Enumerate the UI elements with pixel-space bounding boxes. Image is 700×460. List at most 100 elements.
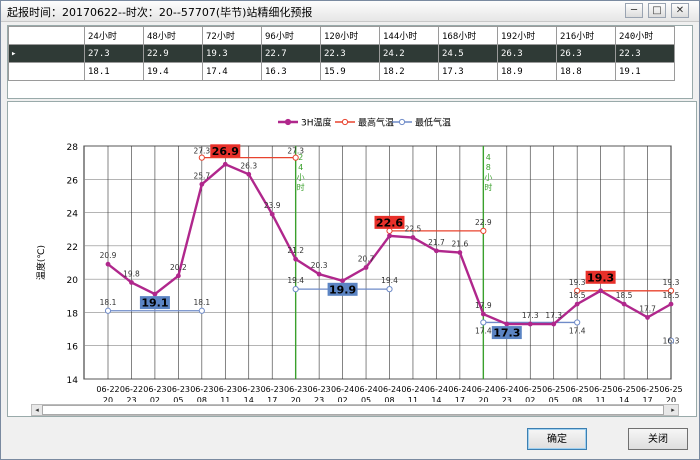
legend-marker (341, 118, 349, 126)
table-cell[interactable]: 17.4 (202, 62, 262, 81)
x-tick-label-date: 06-25 (566, 385, 589, 394)
window-close-button[interactable]: ✕ (671, 3, 689, 18)
table-cell[interactable]: 22.9 (143, 44, 203, 63)
table-cell[interactable]: 26.3 (497, 44, 557, 63)
table-cell[interactable]: 19.3 (202, 44, 262, 63)
table-cell[interactable]: 16.3 (261, 62, 321, 81)
temp3h-data-label: 22.5 (405, 225, 422, 234)
table-header-row: 24小时 48小时 72小时 96小时 120小时 144小时 168小时 19… (8, 26, 675, 45)
table-cell[interactable]: 18.1 (84, 62, 144, 81)
scroll-left-icon[interactable]: ◂ (35, 406, 39, 414)
table-cell[interactable]: 22.7 (261, 44, 321, 63)
table-cell[interactable]: 19.4 (143, 62, 203, 81)
x-tick-label-hour: 05 (549, 396, 559, 402)
row-indicator[interactable]: ▸ (8, 44, 85, 63)
x-tick-label-date: 06-25 (636, 385, 659, 394)
table-cell[interactable]: 24.2 (379, 44, 439, 63)
table-cell[interactable]: 15.9 (320, 62, 380, 81)
table-cell[interactable]: 24.5 (438, 44, 498, 63)
legend-marker (398, 118, 406, 126)
temp3h-data-label: 17.3 (545, 311, 562, 320)
maximize-button[interactable]: □ (648, 3, 666, 18)
max-highlight-box (374, 215, 405, 229)
x-tick-label-hour: 05 (361, 396, 371, 402)
header-cell[interactable]: 192小时 (497, 26, 557, 45)
table-cell[interactable]: 27.3 (84, 44, 144, 63)
legend-label: 最低气温 (415, 117, 451, 129)
header-cell[interactable]: 96小时 (261, 26, 321, 45)
temp3h-point (645, 315, 650, 320)
forecast-grid: 24小时 48小时 72小时 96小时 120小时 144小时 168小时 19… (7, 25, 693, 99)
temp3h-point (621, 301, 627, 307)
table-cell[interactable]: 18.9 (497, 62, 557, 81)
header-cell[interactable]: 144小时 (379, 26, 439, 45)
temp3h-point (152, 291, 158, 297)
highlight-value: 19.9 (329, 283, 356, 296)
temp3h-point (387, 233, 392, 239)
max-temp-point (667, 287, 675, 294)
x-tick-label-hour: 17 (642, 396, 652, 402)
min-highlight-box (491, 326, 522, 340)
temp3h-point (410, 235, 416, 240)
min-temp-point (574, 319, 581, 326)
row-indicator[interactable] (8, 62, 85, 81)
table-cell[interactable]: 19.1 (615, 62, 675, 81)
temp3h-data-label: 17.3 (522, 311, 539, 320)
scroll-thumb[interactable] (42, 405, 664, 415)
min-temp-point (104, 307, 112, 314)
table-cell[interactable]: 22.3 (615, 44, 675, 63)
x-tick-label-date: 06-24 (425, 385, 448, 394)
period-marker-label: 时 (484, 182, 492, 192)
minimize-button[interactable]: ─ (625, 3, 643, 18)
ok-button[interactable]: 确定 (527, 428, 587, 450)
header-cell[interactable]: 168小时 (438, 26, 498, 45)
min-temp-point (292, 286, 299, 293)
max-temp-label: 27.3 (193, 147, 210, 156)
window-title: 起报时间：20170622--时次：20--57707(毕节)站精细化预报 (7, 6, 313, 19)
x-tick-label-date: 06-24 (495, 385, 518, 394)
min-highlight-box (139, 296, 170, 310)
scroll-right-icon[interactable]: ▸ (671, 406, 675, 414)
header-cell[interactable]: 120小时 (320, 26, 380, 45)
header-cell[interactable]: 24小时 (84, 26, 144, 45)
table-cell[interactable]: 22.3 (320, 44, 380, 63)
table-cell[interactable]: 18.2 (379, 62, 439, 81)
temp3h-data-label: 19.8 (123, 269, 140, 278)
header-cell[interactable]: 72小时 (202, 26, 262, 45)
x-tick-label-date: 06-24 (331, 385, 354, 394)
y-tick-label: 18 (67, 309, 79, 319)
x-tick-label-hour: 08 (572, 396, 582, 402)
max-temp-point (292, 154, 299, 161)
max-temp-label: 27.3 (287, 147, 304, 156)
x-tick-label-hour: 05 (173, 396, 183, 402)
table-cell[interactable]: 17.3 (438, 62, 498, 81)
x-tick-label-hour: 02 (525, 396, 535, 402)
min-temp-point (386, 286, 393, 293)
horizontal-scrollbar[interactable]: ◂ ▸ (31, 404, 679, 416)
temp3h-data-label: 20.7 (358, 254, 375, 263)
table-cell[interactable]: 18.8 (556, 62, 616, 81)
x-tick-label-hour: 23 (314, 396, 324, 402)
min-temp-point (667, 337, 675, 344)
temp3h-point (293, 256, 299, 262)
max-temp-point (574, 287, 581, 294)
temp3h-data-label: 25.7 (193, 171, 210, 180)
header-cell[interactable]: 48小时 (143, 26, 203, 45)
period-marker-label: 4 (486, 153, 491, 162)
period-marker-label: 时 (297, 182, 305, 192)
table-row-min[interactable]: 18.1 19.4 17.4 16.3 15.9 18.2 17.3 18.9 … (8, 62, 675, 81)
close-button[interactable]: 关闭 (628, 428, 688, 450)
header-cell[interactable]: 240小时 (615, 26, 675, 45)
y-tick-label: 20 (67, 276, 79, 286)
temp3h-data-label: 21.6 (452, 240, 469, 249)
legend-marker (284, 118, 292, 126)
header-cell[interactable]: 216小时 (556, 26, 616, 45)
temp3h-point (504, 321, 510, 327)
x-tick-label-date: 06-23 (190, 385, 213, 394)
x-tick-label-hour: 20 (103, 396, 113, 402)
x-tick-label-date: 06-23 (308, 385, 331, 394)
table-cell[interactable]: 26.3 (556, 44, 616, 63)
table-row-max[interactable]: ▸ 27.3 22.9 19.3 22.7 22.3 24.2 24.5 26.… (8, 44, 675, 63)
highlight-value: 19.3 (587, 271, 614, 284)
